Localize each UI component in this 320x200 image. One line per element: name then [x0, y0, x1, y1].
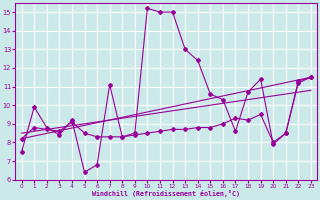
- X-axis label: Windchill (Refroidissement éolien,°C): Windchill (Refroidissement éolien,°C): [92, 190, 240, 197]
